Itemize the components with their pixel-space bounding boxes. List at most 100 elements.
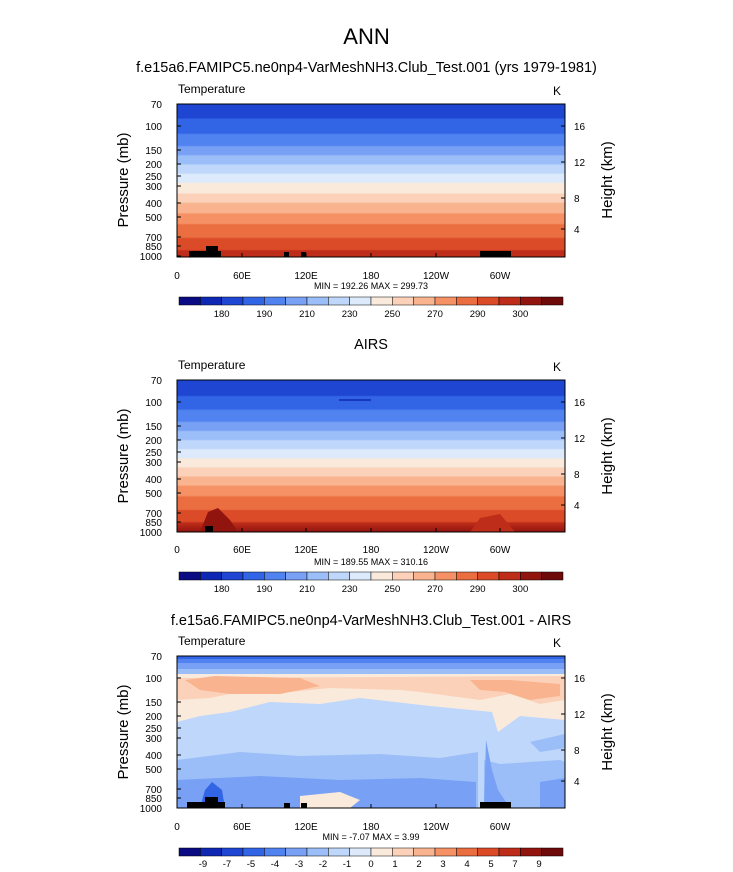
units-label: K	[553, 636, 561, 650]
colorbar-swatch	[541, 296, 564, 306]
colorbar-label: 250	[384, 309, 400, 320]
colorbar-swatch	[392, 847, 414, 857]
y-axis-title: Pressure (mb)	[115, 684, 132, 779]
colorbar-label: -3	[295, 859, 303, 870]
y-tick-label: 400	[145, 475, 162, 486]
y-right-tick-label: 16	[574, 398, 586, 409]
colorbar-swatch	[520, 847, 542, 857]
axis-ticks	[176, 655, 565, 809]
y-tick-label: 100	[145, 674, 162, 685]
colorbar-label: -5	[247, 859, 255, 870]
colorbar-label: 180	[214, 309, 230, 320]
colorbar-swatch	[349, 571, 372, 581]
colorbar-label: -4	[271, 859, 279, 870]
x-tick-label: 60W	[490, 545, 511, 556]
colorbar-swatch	[434, 847, 457, 857]
axis-ticks	[176, 103, 565, 257]
min-max-readout: MIN = 189.55 MAX = 310.16	[314, 557, 428, 567]
colorbar-swatch	[242, 296, 265, 306]
colorbar-swatch	[349, 296, 372, 306]
colorbar-label: -9	[199, 859, 207, 870]
colorbar: -9 -7 -5 -4 -3 -2 -1 0 1 2 3 4 5 7 9	[178, 847, 564, 870]
y-right-tick-label: 16	[574, 122, 586, 133]
colorbar-swatch	[392, 296, 414, 306]
y-tick-label: 100	[145, 398, 162, 409]
y-tick-label: 300	[145, 458, 162, 469]
x-tick-label: 0	[174, 271, 180, 282]
panel-title: f.e15a6.FAMIPC5.ne0np4-VarMeshNH3.Club_T…	[136, 60, 597, 76]
colorbar-label: 270	[427, 584, 443, 595]
colorbar-swatch	[392, 571, 414, 581]
y-right-tick-label: 12	[574, 710, 586, 721]
colorbar-label: 4	[464, 859, 469, 870]
y-right-tick-label: 8	[574, 746, 580, 757]
y-tick-label: 700	[145, 785, 162, 796]
y-tick-label: 1000	[140, 804, 163, 815]
colorbar-swatch	[242, 847, 265, 857]
colorbar-swatch	[285, 847, 308, 857]
y-right-tick-label: 12	[574, 158, 586, 169]
colorbar-swatch	[349, 847, 372, 857]
colorbar-swatch	[520, 571, 542, 581]
panel-title: AIRS	[354, 337, 388, 353]
colorbar-swatch	[285, 571, 308, 581]
y-axis-right-title: Height (km)	[599, 141, 616, 219]
colorbar: 180 190 210 230 250 270 290 300	[178, 571, 564, 595]
y-tick-label: 200	[145, 160, 162, 171]
y-tick-label: 500	[145, 213, 162, 224]
colorbar-swatch	[370, 296, 393, 306]
colorbar-label: 2	[416, 859, 421, 870]
axis-ticks	[176, 379, 565, 533]
contour-field	[177, 656, 565, 808]
x-tick-label: 180	[363, 545, 380, 556]
y-tick-label: 150	[145, 146, 162, 157]
y-tick-label: 1000	[140, 528, 163, 539]
colorbar-swatch	[370, 847, 393, 857]
colorbar-label: 9	[536, 859, 541, 870]
y-tick-label: 400	[145, 751, 162, 762]
figure-title: ANN	[343, 24, 389, 49]
x-tick-label: 120W	[423, 545, 450, 556]
x-tick-label: 60E	[233, 822, 251, 833]
colorbar: 180 190 210 230 250 270 290 300	[178, 296, 564, 320]
y-tick-label: 100	[145, 122, 162, 133]
colorbar-swatch	[413, 847, 436, 857]
y-axis-title: Pressure (mb)	[115, 132, 132, 227]
colorbar-swatch	[264, 296, 286, 306]
colorbar-swatch	[328, 847, 350, 857]
colorbar-label: 250	[384, 584, 400, 595]
panel-observations: AIRS Temperature K 0 60E 120E 180 120W 6…	[115, 337, 616, 595]
colorbar-swatch	[434, 571, 457, 581]
y-right-tick-label: 4	[574, 225, 580, 236]
colorbar-swatch	[306, 847, 329, 857]
y-tick-label: 300	[145, 734, 162, 745]
colorbar-label: 180	[214, 584, 230, 595]
x-tick-label: 120E	[294, 545, 318, 556]
y-tick-label: 250	[145, 724, 162, 735]
x-tick-label: 180	[363, 271, 380, 282]
colorbar-swatch	[456, 296, 478, 306]
colorbar-label: 190	[256, 584, 272, 595]
y-right-tick-label: 4	[574, 501, 580, 512]
colorbar-label: 210	[299, 584, 315, 595]
colorbar-label: 290	[470, 584, 486, 595]
colorbar-label: 0	[368, 859, 373, 870]
colorbar-label: -1	[343, 859, 351, 870]
colorbar-swatch	[520, 296, 542, 306]
contour-field	[177, 380, 565, 532]
colorbar-swatch	[306, 296, 329, 306]
y-tick-label: 250	[145, 448, 162, 459]
colorbar-label: 190	[256, 309, 272, 320]
colorbar-swatch	[200, 847, 222, 857]
y-tick-label: 150	[145, 422, 162, 433]
colorbar-swatch	[200, 571, 222, 581]
colorbar-label: 7	[512, 859, 517, 870]
y-tick-label: 700	[145, 509, 162, 520]
colorbar-swatch	[221, 571, 244, 581]
colorbar-swatch	[477, 571, 500, 581]
x-tick-label: 120W	[423, 271, 450, 282]
x-tick-label: 60W	[490, 271, 511, 282]
y-tick-label: 1000	[140, 252, 163, 263]
variable-label: Temperature	[178, 82, 246, 96]
colorbar-label: 290	[470, 309, 486, 320]
